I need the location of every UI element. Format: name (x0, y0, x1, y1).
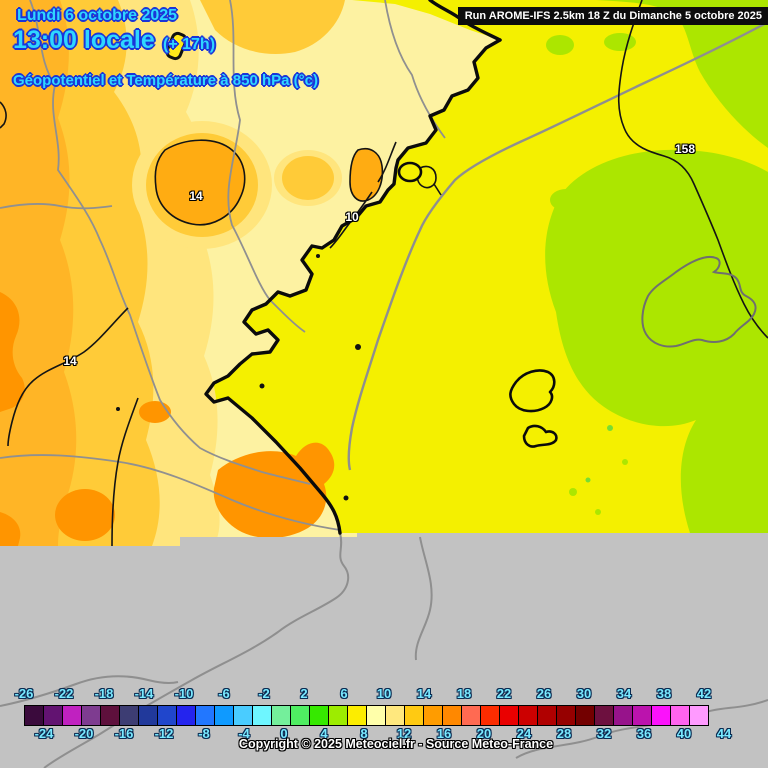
colorbar-tick-label: 22 (496, 686, 512, 701)
colorbar-tick-label: -26 (14, 686, 34, 701)
parameter-label: Géopotentiel et Température à 850 hPa (°… (13, 72, 318, 89)
colorbar-swatch (632, 705, 652, 726)
colorbar-swatch (366, 705, 386, 726)
colorbar-tick-label: -12 (154, 726, 174, 741)
colorbar-tick-label: 10 (376, 686, 392, 701)
colorbar-tick-label: 42 (696, 686, 712, 701)
geopotential-contours (0, 0, 768, 547)
diagonal-gray-line (347, 20, 768, 471)
colorbar-tick-label: -18 (94, 686, 114, 701)
colorbar-tick-label: 34 (616, 686, 632, 701)
colorbar-tick-label: -8 (198, 726, 210, 741)
colorbar-tick-label: 32 (596, 726, 612, 741)
colorbar-swatch (309, 705, 329, 726)
colorbar-swatch (670, 705, 690, 726)
contour-label: 14 (63, 354, 77, 368)
colorbar-tick-label: -14 (134, 686, 154, 701)
date-label: Lundi 6 octobre 2025 (17, 7, 178, 24)
colorbar-swatch (252, 705, 272, 726)
colorbar-swatch (62, 705, 82, 726)
colorbar-tick-label: 36 (636, 726, 652, 741)
colorbar-swatch (328, 705, 348, 726)
colorbar-swatch (43, 705, 63, 726)
colorbar-tick-label: 0 (280, 726, 288, 741)
gold-patch-top (200, 0, 345, 54)
colorbar-swatch (651, 705, 671, 726)
time-label: 13:00 locale (13, 26, 155, 54)
colorbar-swatch (176, 705, 196, 726)
contour-label: 158 (674, 142, 696, 156)
colorbar-tick-label: 12 (396, 726, 412, 741)
colorbar-tick-label: 8 (360, 726, 368, 741)
time-offset-label: (+ 17h) (163, 36, 216, 53)
colorbar-tick-label: -16 (114, 726, 134, 741)
colorbar-tick-label: 24 (516, 726, 532, 741)
mallorca-outline (641, 256, 757, 348)
colorbar-tick-label: 18 (456, 686, 472, 701)
colorbar-swatch (594, 705, 614, 726)
lagoon-outline (397, 161, 423, 183)
colorbar-swatch (499, 705, 519, 726)
bright-green-specks (585, 425, 613, 483)
colorbar-swatch (157, 705, 177, 726)
colorbar-tick-label: 30 (576, 686, 592, 701)
colorbar-swatch (233, 705, 253, 726)
colorbar-swatch (81, 705, 101, 726)
colorbar-tick-label: 26 (536, 686, 552, 701)
colorbar-swatch (461, 705, 481, 726)
islets (116, 254, 361, 501)
colorbar-tick-label: -20 (74, 726, 94, 741)
colorbar-swatch (385, 705, 405, 726)
colorbar-tick-label: 14 (416, 686, 432, 701)
colorbar-swatch (214, 705, 234, 726)
colorbar-tick-label: 44 (716, 726, 732, 741)
colorbar-swatch (24, 705, 44, 726)
colorbar-swatch (195, 705, 215, 726)
colorbar-tick-label: -10 (174, 686, 194, 701)
green-regions (545, 0, 768, 533)
ibiza-formentera-outline (509, 369, 558, 448)
copyright-text: Copyright © 2025 Meteociel.fr - Source M… (238, 737, 554, 751)
colorbar-swatch (613, 705, 633, 726)
colorbar (24, 705, 709, 726)
colorbar-swatch (689, 705, 709, 726)
colorbar-swatch (575, 705, 595, 726)
isotherm-14-cluster (132, 121, 384, 249)
colorbar-tick-label: -6 (218, 686, 230, 701)
colorbar-swatch (290, 705, 310, 726)
colorbar-swatch (138, 705, 158, 726)
colorbar-swatch (556, 705, 576, 726)
colorbar-swatch (537, 705, 557, 726)
colorbar-tick-label: 20 (476, 726, 492, 741)
contour-label: 14 (189, 189, 203, 203)
colorbar-tick-label: 40 (676, 726, 692, 741)
colorbar-swatch (442, 705, 462, 726)
colorbar-swatch (347, 705, 367, 726)
colorbar-swatch (271, 705, 291, 726)
colorbar-tick-label: 6 (340, 686, 348, 701)
colorbar-swatch (423, 705, 443, 726)
colorbar-tick-label: -4 (238, 726, 250, 741)
colorbar-swatch (480, 705, 500, 726)
colorbar-tick-label: 28 (556, 726, 572, 741)
colorbar-tick-label: -2 (258, 686, 270, 701)
colorbar-swatch (119, 705, 139, 726)
colorbar-swatch (518, 705, 538, 726)
colorbar-tick-label: 16 (436, 726, 452, 741)
colorbar-tick-label: 38 (656, 686, 672, 701)
colorbar-tick-label: -22 (54, 686, 74, 701)
model-run-info-bar: Run AROME-IFS 2.5km 18 Z du Dimanche 5 o… (457, 7, 768, 25)
colorbar-tick-label: 4 (320, 726, 328, 741)
colorbar-tick-label: 2 (300, 686, 308, 701)
colorbar-swatch (404, 705, 424, 726)
gray-region-lines (0, 532, 768, 768)
colorbar-swatch (100, 705, 120, 726)
contour-label: 10 (345, 210, 359, 224)
colorbar-tick-label: -24 (34, 726, 54, 741)
